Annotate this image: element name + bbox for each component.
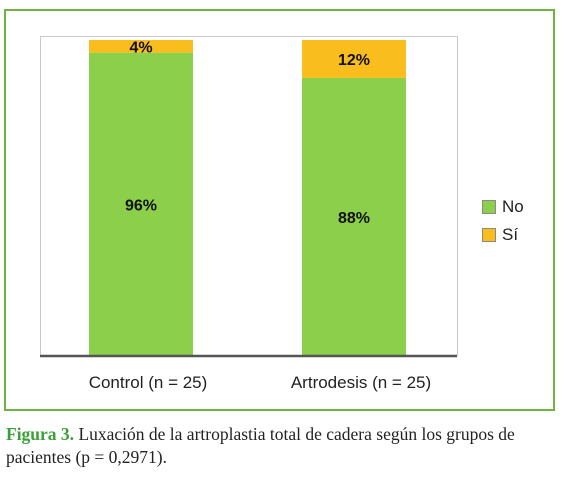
data-label-control-si: 4% [129,39,152,56]
stacked-bar-chart: 96% 4% 88% 12% Control (n = 25) Artrodesis (… [40,39,457,392]
bar-segment-artrodesis-no [302,77,406,357]
figure-caption: Figura 3. Luxación de la artroplastia to… [6,423,562,469]
data-label-artrodesis-no: 88% [338,210,370,227]
legend-swatch-si [482,228,496,242]
bar-segment-control-no [89,52,193,356]
data-label-artrodesis-si: 12% [338,52,370,69]
bar-segment-artrodesis-si [302,40,406,78]
x-tick-label-artrodesis: Artrodesis (n = 25) [291,373,431,392]
legend-item-no: No [482,193,524,221]
legend-swatch-no [482,200,496,214]
data-label-control-no: 96% [125,197,157,214]
legend-label-no: No [502,197,524,216]
x-tick-label-control: Control (n = 25) [89,373,208,392]
legend-label-si: Sí [502,225,519,244]
legend-item-si: Sí [482,221,524,249]
bar-segment-control-si [89,40,193,53]
caption-figure-label: Figura 3. [6,424,75,444]
legend: No Sí [482,193,524,249]
caption-text: Luxación de la artroplastia total de cad… [6,424,515,467]
